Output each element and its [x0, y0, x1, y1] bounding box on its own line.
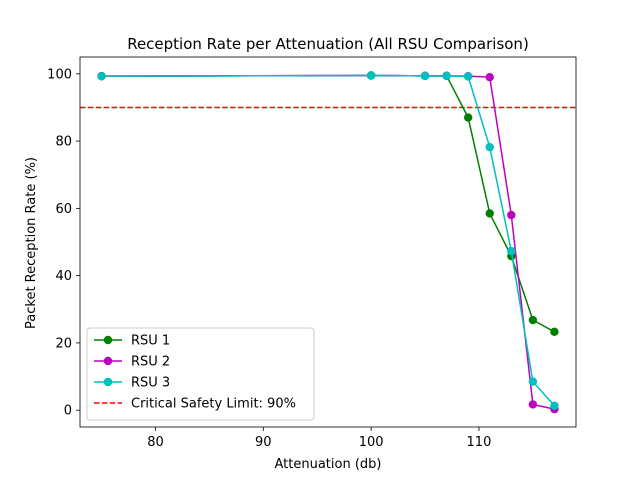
data-point	[442, 71, 451, 81]
data-point	[366, 71, 376, 80]
plot-area	[79, 56, 577, 428]
y-tick-label: 100	[47, 67, 72, 82]
legend-item: RSU 3	[94, 376, 170, 391]
legend: RSU 1 RSU 2 RSU 3 Critical Safety Limit: 90…	[86, 327, 315, 421]
data-point	[550, 327, 559, 337]
legend-label: RSU 2	[131, 355, 170, 370]
y-tick-label: 80	[55, 135, 72, 150]
x-axis-label: Attenuation (db)	[275, 457, 382, 472]
legend-marker	[103, 377, 113, 387]
chart-title: Reception Rate per Attenuation (All RSU …	[127, 35, 529, 53]
legend-marker	[103, 356, 113, 366]
y-tick-label: 0	[64, 404, 72, 419]
y-tick-label: 20	[55, 336, 72, 351]
x-tick-label: 110	[467, 435, 492, 450]
data-point	[485, 72, 494, 82]
legend-marker	[103, 335, 113, 345]
y-tick-label: 40	[55, 269, 72, 284]
series-line	[101, 74, 555, 333]
data-point	[528, 377, 538, 386]
y-axis-label: Packet Reception Rate (%)	[24, 157, 39, 329]
legend-label: Critical Safety Limit: 90%	[131, 397, 296, 412]
legend-box	[86, 327, 315, 421]
data-point	[507, 246, 516, 256]
data-point	[507, 210, 516, 220]
legend-item: RSU 2	[94, 355, 170, 370]
x-axis: 80 90 100 110	[147, 427, 491, 450]
data-point	[463, 72, 473, 81]
data-point	[528, 315, 538, 325]
data-point	[550, 401, 559, 411]
data-point	[97, 71, 106, 81]
x-tick-label: 80	[147, 435, 164, 450]
legend-label: RSU 3	[131, 376, 170, 391]
plot-frame	[79, 56, 577, 428]
x-tick-label: 90	[255, 435, 272, 450]
data-point	[528, 400, 538, 409]
data-point	[420, 71, 430, 81]
x-tick-label: 100	[359, 435, 384, 450]
data-point	[485, 142, 494, 152]
data-point	[485, 209, 494, 218]
y-tick-label: 60	[55, 202, 72, 217]
y-axis: 0 20 40 60 80 100	[47, 67, 80, 419]
legend-item: Critical Safety Limit: 90%	[94, 397, 296, 412]
data-point	[463, 113, 473, 122]
legend-label: RSU 1	[131, 334, 170, 349]
legend-item: RSU 1	[94, 334, 170, 349]
